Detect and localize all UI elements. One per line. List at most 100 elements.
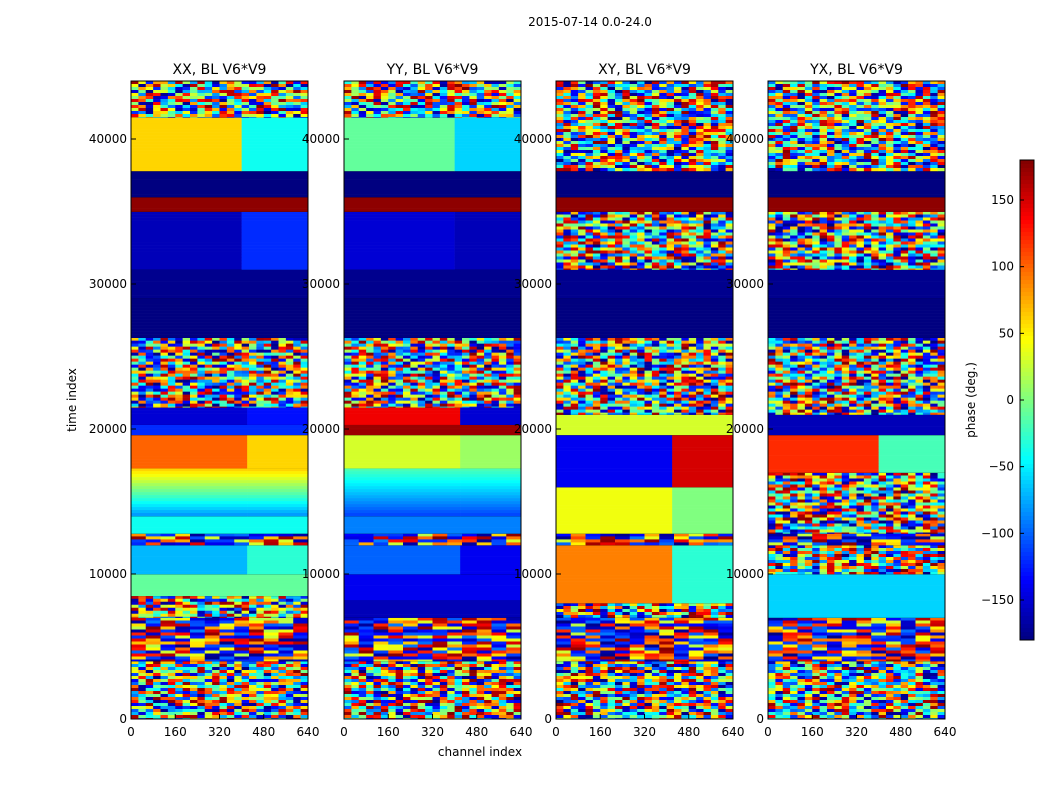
- phase-cell: [498, 715, 507, 719]
- phase-band-right: [460, 443, 521, 448]
- phase-cell: [498, 96, 507, 100]
- phase-cell: [725, 706, 734, 710]
- phase-cell: [403, 703, 411, 707]
- phase-cell: [226, 385, 235, 389]
- phase-cell: [681, 676, 690, 680]
- phase-cell: [462, 638, 478, 642]
- phase-cell: [688, 715, 697, 719]
- phase-cell: [197, 604, 206, 609]
- phase-cell: [204, 337, 213, 341]
- phase-cell: [351, 343, 360, 347]
- phase-cell: [226, 715, 235, 719]
- phase-cell: [160, 81, 169, 85]
- phase-cell: [637, 337, 645, 341]
- phase-cell: [145, 700, 154, 704]
- phase-cell: [212, 682, 220, 686]
- phase-cell: [491, 542, 507, 546]
- phase-cell: [344, 87, 352, 91]
- phase-cell: [204, 676, 213, 680]
- phase-cell: [285, 388, 294, 392]
- phase-cell: [476, 337, 485, 341]
- phase-cell: [469, 358, 478, 362]
- phase-cell: [629, 670, 638, 674]
- phase-cell: [710, 688, 719, 692]
- phase-cell: [403, 653, 419, 657]
- phase-cell: [190, 691, 198, 695]
- phase-cell: [249, 96, 257, 100]
- phase-cell: [718, 539, 734, 543]
- phase-cell: [454, 406, 463, 408]
- phase-band: [344, 501, 461, 505]
- phase-cell: [131, 703, 139, 707]
- phase-cell: [204, 601, 213, 606]
- phase-cell: [263, 670, 272, 674]
- phase-cell: [651, 664, 660, 668]
- phase-cell: [506, 715, 514, 719]
- phase-cell: [506, 84, 514, 88]
- phase-cell: [219, 709, 228, 713]
- phase-band-right: [672, 487, 733, 491]
- phase-band-right: [241, 120, 309, 124]
- phase-cell: [278, 346, 287, 350]
- phase-band: [556, 508, 673, 513]
- phase-cell: [615, 542, 631, 546]
- phase-cell: [659, 536, 675, 540]
- phase-cell: [344, 682, 352, 686]
- phase-cell: [651, 688, 660, 692]
- phase-cell: [293, 670, 301, 674]
- phase-cell: [513, 102, 522, 106]
- phase-cell: [344, 703, 352, 707]
- phase-band: [131, 235, 242, 240]
- phase-cell: [439, 697, 448, 701]
- phase-cell: [454, 691, 463, 695]
- phase-cell: [462, 536, 478, 540]
- phase-cell: [204, 358, 213, 362]
- phase-cell: [131, 373, 139, 377]
- phase-cell: [688, 644, 704, 648]
- phase-cell: [145, 400, 154, 404]
- phase-cell: [197, 697, 206, 701]
- phase-band-right: [247, 547, 308, 552]
- phase-cell: [410, 337, 419, 341]
- phase-cell: [447, 700, 455, 704]
- phase-cell: [506, 352, 514, 356]
- phase-cell: [607, 603, 616, 607]
- phase-cell: [219, 364, 228, 368]
- phase-cell: [585, 615, 594, 618]
- phase-cell: [263, 715, 272, 719]
- phase-band: [344, 298, 522, 302]
- phase-cell: [570, 620, 586, 624]
- phase-cell: [190, 629, 206, 633]
- phase-cell: [462, 542, 478, 546]
- phase-cell: [592, 673, 601, 677]
- phase-cell: [637, 676, 645, 680]
- phase-cell: [447, 638, 463, 642]
- phase-cell: [153, 661, 161, 665]
- phase-band: [344, 235, 455, 240]
- phase-cell: [615, 667, 623, 671]
- phase-cell: [271, 376, 279, 380]
- phase-cell: [256, 595, 265, 600]
- phase-cell: [182, 694, 191, 698]
- phase-cell: [285, 99, 294, 103]
- phase-cell: [498, 379, 507, 383]
- phase-cell: [462, 697, 470, 701]
- phase-cell: [462, 114, 470, 118]
- phase-cell: [410, 676, 419, 680]
- phase-cell: [615, 688, 623, 692]
- phase-cell: [160, 601, 169, 606]
- x-tick-label: 320: [421, 725, 444, 739]
- phase-cell: [344, 638, 360, 642]
- phase-cell: [622, 700, 631, 704]
- phase-cell: [666, 685, 675, 689]
- phase-cell: [373, 539, 389, 543]
- phase-cell: [263, 632, 279, 636]
- phase-cell: [607, 712, 616, 716]
- phase-cell: [688, 349, 697, 353]
- phase-cell: [145, 108, 154, 112]
- phase-band: [556, 524, 673, 528]
- phase-cell: [344, 626, 360, 630]
- phase-cell: [454, 697, 463, 701]
- phase-cell: [469, 691, 478, 695]
- phase-cell: [651, 346, 660, 350]
